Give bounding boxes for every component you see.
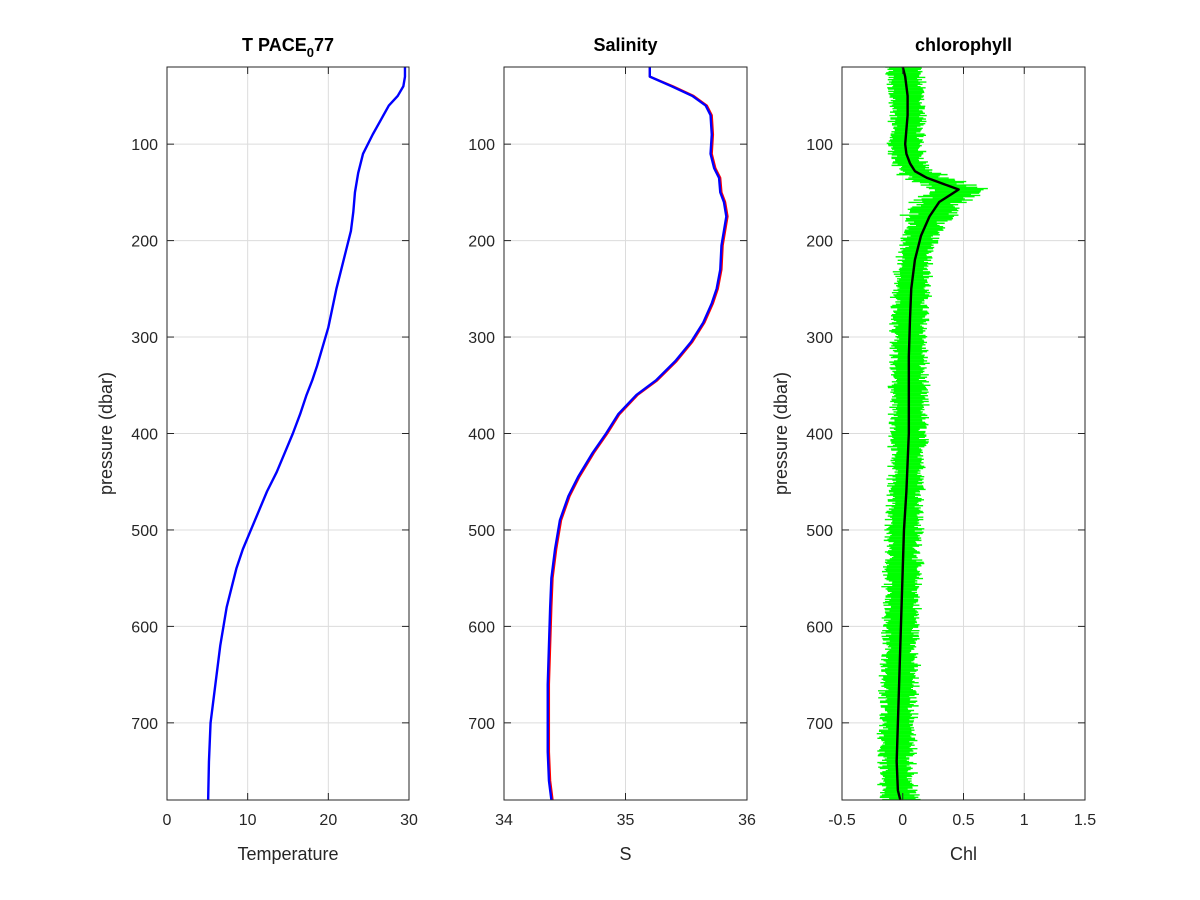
x-tick-label: 1 (1020, 812, 1029, 829)
series-line-2 (895, 67, 960, 800)
y-tick-label: 500 (131, 523, 158, 540)
x-tick-label: 35 (617, 812, 635, 829)
y-tick-label: 400 (806, 427, 833, 444)
x-tick-label: 1.5 (1074, 812, 1096, 829)
y-tick-label: 700 (131, 716, 158, 733)
subplot-2: 34 35 36 100 200 300 400 500 600 700 Salinity S (468, 35, 756, 864)
y-tick-label: 300 (806, 330, 833, 347)
y-tick-label: 200 (468, 234, 495, 251)
y-tick-label: 300 (131, 330, 158, 347)
x-tick-label: 36 (738, 812, 756, 829)
x-tick-label: -0.5 (828, 812, 856, 829)
title-suffix: 77 (314, 35, 334, 55)
chl-noise-band (876, 67, 988, 800)
x-tick-label: 10 (239, 812, 257, 829)
series-group (206, 67, 407, 800)
x-tick-label: 34 (495, 812, 513, 829)
y-axis-label: pressure (dbar) (771, 372, 791, 495)
x-tick-label: 0.5 (952, 812, 974, 829)
x-tick-label: 0 (163, 812, 172, 829)
title-subscript: 0 (307, 45, 314, 60)
y-tick-label: 200 (806, 234, 833, 251)
x-axis-label: S (619, 844, 631, 864)
y-tick-label: 300 (468, 330, 495, 347)
plot-title: chlorophyll (915, 35, 1012, 55)
series-line-1 (206, 67, 407, 800)
y-tick-label: 500 (806, 523, 833, 540)
y-tick-label: 500 (468, 523, 495, 540)
y-tick-label: 400 (131, 427, 158, 444)
x-axis-label: Chl (950, 844, 977, 864)
subplot-3: -0.5 0 0.5 1 1.5 100 200 300 400 500 600 700 chlorop… (771, 35, 1096, 864)
x-tick-label: 30 (400, 812, 418, 829)
y-tick-label: 700 (806, 716, 833, 733)
y-tick-label: 600 (131, 619, 158, 636)
y-tick-label: 100 (131, 137, 158, 154)
x-tick-label: 0 (898, 812, 907, 829)
y-tick-label: 100 (806, 137, 833, 154)
series-group (876, 67, 988, 800)
plot-title: Salinity (593, 35, 657, 55)
y-tick-label: 400 (468, 427, 495, 444)
y-tick-label: 700 (468, 716, 495, 733)
series-group (546, 67, 729, 800)
y-tick-label: 200 (131, 234, 158, 251)
y-tick-label: 600 (468, 619, 495, 636)
x-tick-label: 20 (319, 812, 337, 829)
series-line-2 (546, 67, 728, 800)
y-tick-label: 600 (806, 619, 833, 636)
x-axis-label: Temperature (237, 844, 338, 864)
y-tick-label: 100 (468, 137, 495, 154)
y-axis-label: pressure (dbar) (96, 372, 116, 495)
